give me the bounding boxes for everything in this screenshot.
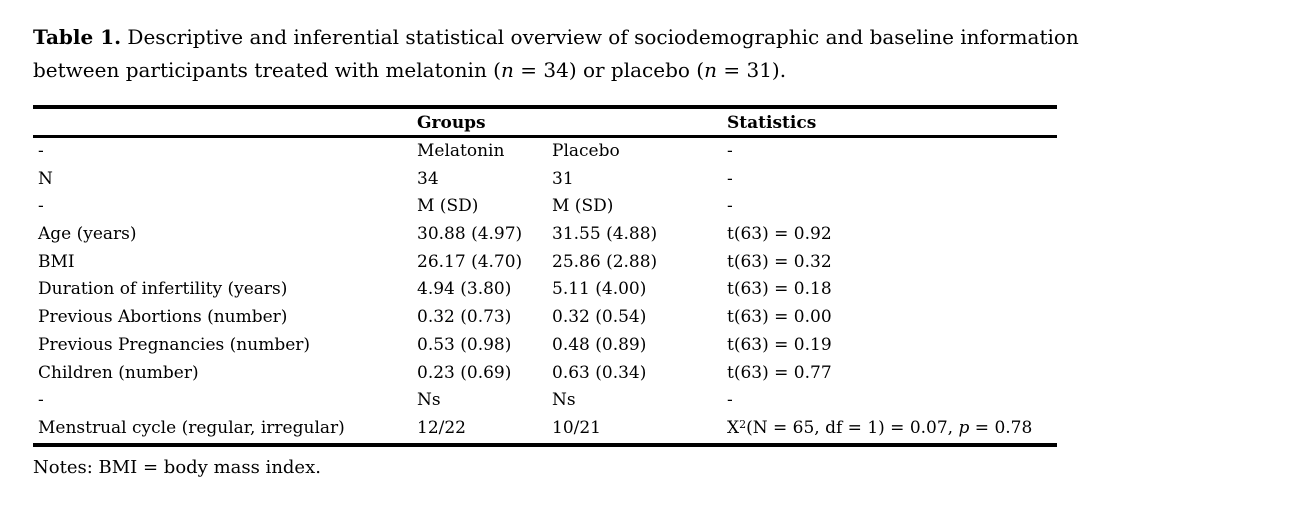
stat-value: t(63) = 0.77 <box>727 362 832 383</box>
melatonin-value: 0.23 (0.69) <box>417 362 512 383</box>
row-label: Previous Pregnancies (number) <box>38 334 311 355</box>
placebo-value: Placebo <box>552 141 620 161</box>
melatonin-value: M (SD) <box>417 196 479 217</box>
melatonin-value: 34 <box>417 168 439 189</box>
row-label: Children (number) <box>38 362 199 383</box>
row-label: Menstrual cycle (regular, irregular) <box>38 417 345 438</box>
table-row: BMI 26.17 (4.70) 25.86 (2.88) t(63) = 0.… <box>33 249 1057 277</box>
row-label: BMI <box>38 251 75 272</box>
row-label: - <box>38 141 44 161</box>
caption-text: = 31). <box>717 58 787 82</box>
table-row: - Melatonin Placebo - <box>33 138 1057 166</box>
melatonin-value: 0.32 (0.73) <box>417 307 512 328</box>
row-label: Previous Abortions (number) <box>38 307 288 328</box>
caption-line-1: Table 1. Descriptive and inferential sta… <box>33 21 1293 54</box>
placebo-value: 31 <box>552 168 574 189</box>
stat-value: - <box>727 390 733 411</box>
page: Table 1. Descriptive and inferential sta… <box>33 21 1293 478</box>
chi-end: = 0.78 <box>969 417 1033 438</box>
chi-superscript: 2 <box>739 417 747 431</box>
table-row: N 34 31 - <box>33 166 1057 194</box>
caption-n-italic: n <box>501 58 514 82</box>
stat-value: t(63) = 0.00 <box>727 307 832 328</box>
stat-value: - <box>727 196 733 217</box>
chi-x: X <box>727 417 740 438</box>
header-empty <box>33 109 417 137</box>
melatonin-value: 26.17 (4.70) <box>417 251 523 272</box>
caption-text: between participants treated with melato… <box>33 58 501 82</box>
placebo-value: 0.32 (0.54) <box>552 307 647 328</box>
table-notes: Notes: BMI = body mass index. <box>33 456 321 478</box>
placebo-value: 5.11 (4.00) <box>552 279 647 300</box>
row-label: - <box>38 390 44 411</box>
placebo-value: 31.55 (4.88) <box>552 224 658 245</box>
table-row: Duration of infertility (years) 4.94 (3.… <box>33 276 1057 304</box>
placebo-value: 0.63 (0.34) <box>552 362 647 383</box>
row-label: - <box>38 196 44 217</box>
stat-value: t(63) = 0.32 <box>727 251 832 272</box>
placebo-value: Ns <box>552 390 576 411</box>
melatonin-value: 0.53 (0.98) <box>417 334 512 355</box>
stat-value: t(63) = 0.18 <box>727 279 832 300</box>
table-row: - M (SD) M (SD) - <box>33 193 1057 221</box>
table-row: Previous Pregnancies (number) 0.53 (0.98… <box>33 332 1057 360</box>
melatonin-value: Melatonin <box>417 141 505 161</box>
table-caption: Table 1. Descriptive and inferential sta… <box>33 21 1293 87</box>
stat-value: t(63) = 0.92 <box>727 224 832 245</box>
stat-value: - <box>727 168 733 189</box>
melatonin-value: 12/22 <box>417 417 466 438</box>
statistics-table: Groups Statistics - Melatonin Placebo - … <box>33 105 1057 447</box>
header-statistics: Statistics <box>727 113 817 133</box>
chi-p-italic: p <box>958 417 970 438</box>
melatonin-value: 30.88 (4.97) <box>417 224 523 245</box>
caption-text: Descriptive and inferential statistical … <box>121 25 1079 49</box>
caption-n-italic: n <box>704 58 717 82</box>
table-row: Age (years) 30.88 (4.97) 31.55 (4.88) t(… <box>33 221 1057 249</box>
placebo-value: M (SD) <box>552 196 614 217</box>
row-label: Age (years) <box>38 224 137 245</box>
row-label: N <box>38 168 53 189</box>
caption-line-2: between participants treated with melato… <box>33 54 1293 87</box>
table-row: Menstrual cycle (regular, irregular) 12/… <box>33 415 1057 443</box>
table-header-row: Groups Statistics <box>33 109 1057 138</box>
caption-text: = 34) or placebo ( <box>513 58 705 82</box>
row-label: Duration of infertility (years) <box>38 279 288 300</box>
stat-value-chi-square: X2(N = 65, df = 1) = 0.07, p = 0.78 <box>727 415 1057 443</box>
placebo-value: 0.48 (0.89) <box>552 334 647 355</box>
header-groups: Groups <box>417 113 486 133</box>
stat-value: t(63) = 0.19 <box>727 334 832 355</box>
placebo-value: 10/21 <box>552 417 601 438</box>
chi-mid: (N = 65, df = 1) = 0.07, <box>746 417 959 438</box>
stat-value: - <box>727 141 733 161</box>
caption-table-number: Table 1. <box>33 25 122 49</box>
table-row: Previous Abortions (number) 0.32 (0.73) … <box>33 304 1057 332</box>
table-row: - Ns Ns - <box>33 387 1057 415</box>
table-row: Children (number) 0.23 (0.69) 0.63 (0.34… <box>33 360 1057 388</box>
placebo-value: 25.86 (2.88) <box>552 251 658 272</box>
melatonin-value: Ns <box>417 390 441 411</box>
melatonin-value: 4.94 (3.80) <box>417 279 512 300</box>
